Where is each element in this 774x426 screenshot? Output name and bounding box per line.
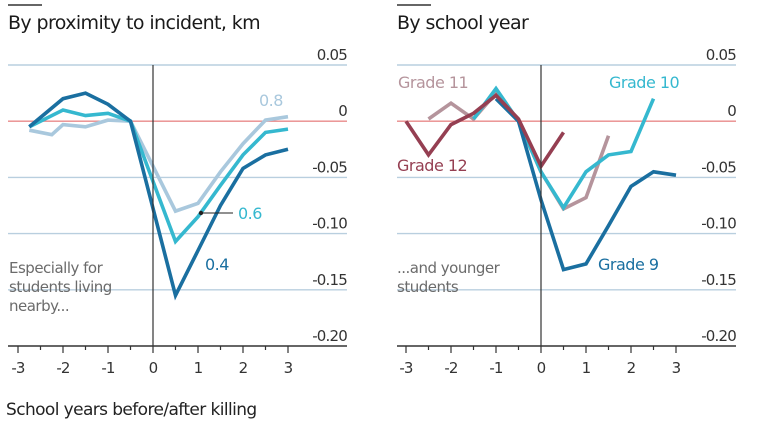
annotation-line-2: students living — [9, 278, 112, 296]
series-line-grade-11 — [427, 90, 611, 212]
series-label-grade-12: Grade 12 — [397, 156, 467, 175]
y-tick-label: 0.05 — [317, 46, 347, 64]
y-tick-label: -0.15 — [312, 271, 347, 289]
y-tick-label: 0 — [727, 102, 736, 120]
x-tick-label: 0 — [537, 359, 546, 377]
y-tick-label: 0 — [338, 102, 347, 120]
series-line-0.6 — [28, 108, 289, 245]
annotation-line-3: nearby... — [9, 297, 69, 315]
y-tick-label: -0.20 — [701, 327, 736, 345]
x-tick-label: -2 — [56, 359, 70, 377]
x-tick-label: 2 — [239, 359, 248, 377]
panel-school-year: By school year 0.05 0 -0.05 -0.10 -0.15 -0.20… — [397, 4, 737, 377]
series-line-grade-12 — [404, 92, 565, 170]
x-tick-label: -3 — [11, 359, 25, 377]
x-axis-label: School years before/after killing — [6, 400, 257, 420]
y-tick-label: -0.10 — [701, 215, 736, 233]
chart-title: By proximity to incident, km — [8, 12, 260, 34]
series-label-0.6: 0.6 — [238, 204, 262, 223]
annotation-line-1: ...and younger — [397, 259, 501, 277]
x-tick-label: -1 — [101, 359, 115, 377]
y-tick-label: -0.10 — [312, 215, 347, 233]
x-tick-label: 2 — [627, 359, 636, 377]
y-tick-label: -0.15 — [701, 271, 736, 289]
series-label-grade-10: Grade 10 — [609, 73, 680, 92]
annotation-line-1: Especially for — [9, 259, 104, 277]
y-tick-label: -0.05 — [312, 158, 347, 176]
chart-title: By school year — [397, 12, 529, 34]
y-tick-label: -0.05 — [701, 158, 736, 176]
panel-proximity: By proximity to incident, km 0.05 0 -0.05 -… — [6, 4, 348, 420]
x-tick-label: 3 — [672, 359, 681, 377]
y-tick-label: -0.20 — [312, 327, 347, 345]
series-line-grade-10 — [472, 85, 656, 212]
series-label-grade-11: Grade 11 — [398, 73, 468, 92]
series-line-0.4 — [28, 91, 289, 301]
x-tick-label: -1 — [489, 359, 503, 377]
x-tick-label: -2 — [444, 359, 458, 377]
series-label-0.4: 0.4 — [205, 255, 229, 274]
x-tick-label: 3 — [284, 359, 293, 377]
series-label-0.8: 0.8 — [259, 91, 283, 110]
y-tick-label: 0.05 — [706, 46, 736, 64]
x-tick-label: -3 — [399, 359, 413, 377]
series-line-grade-9 — [494, 97, 677, 272]
x-tick-label: 1 — [194, 359, 203, 377]
label-0.6-leader-dot — [198, 210, 204, 216]
series-label-grade-9: Grade 9 — [598, 255, 659, 274]
x-tick-label: 1 — [582, 359, 591, 377]
annotation-line-2: students — [397, 278, 459, 296]
x-tick-label: 0 — [149, 359, 158, 377]
